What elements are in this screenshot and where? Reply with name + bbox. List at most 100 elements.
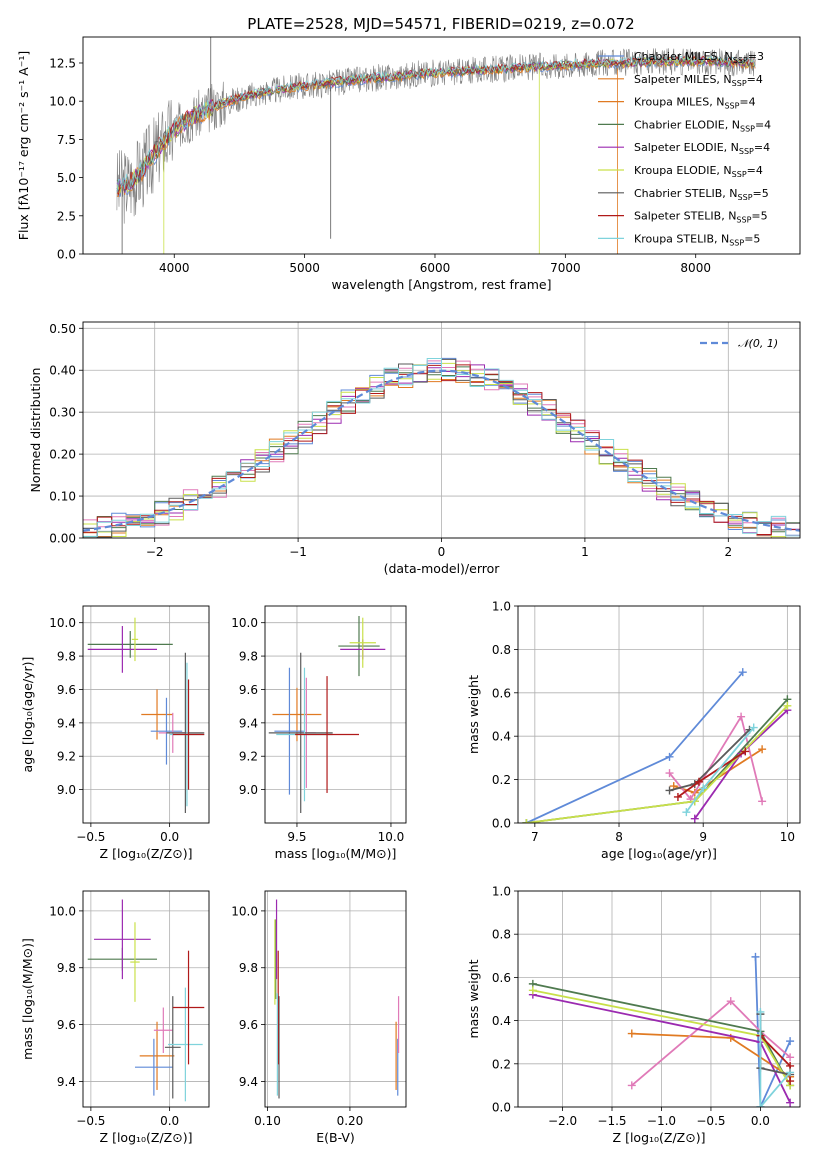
- y-tick-label: 0.6: [492, 686, 511, 700]
- legend-label: Kroupa MILES, NSSP=4: [634, 96, 756, 111]
- y-tick-label: 9.8: [57, 650, 76, 664]
- weight-marker: [758, 797, 767, 806]
- x-axis-label: Z [log₁₀(Z/Z⊙)]: [613, 1130, 706, 1145]
- model-spectrum: [116, 55, 756, 197]
- y-tick-label: 0.30: [49, 406, 76, 420]
- y-tick-label: 0.4: [492, 730, 511, 744]
- y-tick-label: 1.0: [492, 600, 511, 614]
- gaussian-reference: [83, 369, 800, 532]
- y-tick-label: 0.0: [57, 248, 76, 262]
- y-tick-label: 0.8: [492, 643, 511, 657]
- x-tick-label: −2: [146, 545, 164, 559]
- y-tick-label: 12.5: [49, 56, 76, 70]
- weight-marker: [627, 1081, 636, 1090]
- weight-marker: [665, 769, 674, 778]
- weight-line: [677, 750, 746, 798]
- weight-marker: [665, 786, 674, 795]
- y-tick-label: 0.2: [492, 1057, 511, 1071]
- legend-label: Chabrier STELIB, NSSP=5: [634, 187, 769, 202]
- x-tick-label: 0.0: [751, 1114, 770, 1128]
- y-axis-label: mass [log₁₀(M/M⊙)]: [20, 938, 35, 1060]
- weight-marker: [756, 1103, 765, 1107]
- y-tick-label: 2.5: [57, 209, 76, 223]
- plot-area-spectrum: [116, 37, 756, 254]
- axes-frame: [82, 605, 210, 824]
- x-tick-label: 0.20: [337, 1114, 364, 1128]
- x-axis-label: (data-model)/error: [384, 561, 501, 576]
- axes-frame: [264, 890, 407, 1108]
- weight-marker: [726, 997, 735, 1006]
- residual-histogram: [83, 358, 800, 537]
- legend-label: Salpeter STELIB, NSSP=5: [634, 210, 768, 225]
- plot-area-residuals: [83, 357, 800, 538]
- axes-frame: [517, 890, 801, 1108]
- y-tick-label: 10.0: [49, 616, 76, 630]
- y-tick-label: 0.0: [492, 1101, 511, 1115]
- y-axis-label: Normed distribution: [28, 368, 43, 493]
- plot-area-age-vs-Z: [87, 617, 205, 813]
- plot-area-weight-vs-age: [522, 668, 792, 823]
- weight-marker: [690, 814, 699, 823]
- y-tick-label: 10.0: [49, 95, 76, 109]
- axes-frame: [82, 36, 801, 255]
- weight-marker: [749, 723, 758, 732]
- weight-marker: [786, 1068, 795, 1077]
- y-tick-label: 9.6: [57, 1018, 76, 1032]
- legend-label: 𝒩(0, 1): [738, 337, 778, 350]
- y-tick-label: 0.4: [492, 1014, 511, 1028]
- weight-marker: [522, 819, 531, 823]
- weight-marker: [786, 1037, 795, 1046]
- x-tick-label: 9.5: [287, 830, 306, 844]
- x-axis-label: E(B-V): [316, 1130, 355, 1145]
- model-spectrum: [116, 55, 756, 193]
- weight-line: [754, 956, 791, 1107]
- y-tick-label: 1.0: [492, 885, 511, 899]
- y-tick-label: 9.8: [57, 961, 76, 975]
- x-axis-label: age [log₁₀(age/yr)]: [601, 846, 717, 861]
- y-tick-label: 10.0: [231, 616, 258, 630]
- axes-frame: [82, 890, 210, 1108]
- axes-frame: [517, 605, 801, 824]
- weight-marker: [627, 1029, 636, 1038]
- weight-marker: [786, 1098, 795, 1107]
- y-tick-label: 10.0: [49, 904, 76, 918]
- x-axis-label: Z [log₁₀(Z/Z⊙)]: [100, 846, 193, 861]
- y-tick-label: 0.8: [492, 928, 511, 942]
- weight-marker: [682, 808, 691, 817]
- weight-marker: [756, 1007, 765, 1016]
- x-tick-label: −1.0: [647, 1114, 676, 1128]
- plot-area-mass-vs-Z: [87, 899, 205, 1102]
- y-axis-label: age [log₁₀(age/yr)]: [20, 657, 35, 773]
- plot-area-weight-vs-Z: [528, 952, 795, 1107]
- y-tick-label: 0.20: [49, 448, 76, 462]
- weight-marker: [699, 784, 708, 793]
- x-tick-label: −0.5: [76, 1114, 105, 1128]
- figure-title: PLATE=2528, MJD=54571, FIBERID=0219, z=0…: [247, 15, 634, 33]
- x-tick-label: −1.5: [597, 1114, 626, 1128]
- weight-marker: [528, 986, 537, 995]
- y-tick-label: 0.0: [492, 817, 511, 831]
- panel-age-vs-Z: −0.5 0.0 9.0 9.2 9.4 9.6 9.8 10.0 Z [log₁₀(Z/Z⊙)…: [20, 605, 210, 861]
- y-axis-label: Flux [fλ10⁻¹⁷ erg cm⁻² s⁻¹ A⁻¹]: [16, 51, 31, 240]
- weight-marker: [737, 712, 746, 721]
- legend-label: Salpeter ELODIE, NSSP=4: [634, 141, 770, 156]
- x-tick-label: 10: [780, 830, 795, 844]
- axes-frame: [82, 321, 801, 539]
- x-tick-label: 1: [581, 545, 589, 559]
- y-tick-label: 0.00: [49, 532, 76, 546]
- spectrum-legend: Chabrier MILES, NSSP=3 Salpeter MILES, NS…: [598, 50, 771, 247]
- model-spectrum: [116, 54, 756, 194]
- panel-age-vs-mass: 9.5 10.0 9.0 9.2 9.4 9.6 9.8 10.0 mass [log₁₀(M/…: [231, 605, 407, 861]
- x-tick-label: 0: [438, 545, 446, 559]
- plot-area-age-vs-mass: [268, 616, 386, 813]
- y-tick-label: 10.0: [231, 904, 258, 918]
- weight-marker: [786, 1053, 795, 1062]
- x-tick-label: 5000: [289, 261, 320, 275]
- y-tick-label: 0.40: [49, 364, 76, 378]
- weight-marker: [694, 777, 703, 786]
- legend-label: Kroupa ELODIE, NSSP=4: [634, 164, 763, 179]
- legend-label: Chabrier ELODIE, NSSP=4: [634, 118, 771, 133]
- x-tick-label: 2: [724, 545, 732, 559]
- x-axis-label: Z [log₁₀(Z/Z⊙)]: [100, 1130, 193, 1145]
